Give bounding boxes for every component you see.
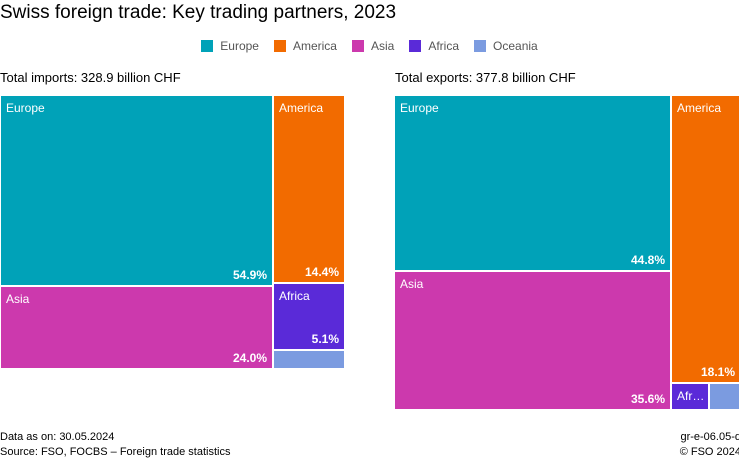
legend-label: America	[292, 39, 337, 53]
imports-tile-asia[interactable]: Asia 24.0%	[0, 286, 273, 369]
tile-label: America	[677, 101, 722, 115]
tile-label: Europe	[400, 101, 439, 115]
imports-subtitle: Total imports: 328.9 billion CHF	[0, 70, 181, 85]
imports-tile-africa[interactable]: Africa 5.1%	[273, 283, 345, 350]
tile-value-label: 5.1%	[311, 332, 339, 346]
legend-item-africa[interactable]: Africa	[409, 39, 459, 53]
legend-item-europe[interactable]: Europe	[201, 39, 259, 53]
legend-swatch	[273, 40, 286, 52]
tile-value-label: 14.4%	[304, 265, 339, 279]
exports-tile-america[interactable]: America 18.1%	[671, 95, 739, 383]
exports-tile-asia[interactable]: Asia 35.6%	[394, 271, 671, 410]
legend-item-america[interactable]: America	[273, 39, 337, 53]
graphic-code: gr-e-06.05-d	[680, 431, 739, 443]
source-note: Source: FSO, FOCBS – Foreign trade stati…	[0, 446, 231, 458]
tile-value-label: 35.6%	[630, 392, 665, 406]
tile-value-label: 24.0%	[232, 351, 267, 365]
copyright: © FSO 2024	[679, 446, 739, 458]
footer-left: Data as on: 30.05.2024 Source: FSO, FOCB…	[0, 430, 230, 460]
exports-tile-europe[interactable]: Europe 44.8%	[394, 95, 671, 271]
imports-tile-europe[interactable]: Europe 54.9%	[0, 95, 273, 286]
legend-label: Europe	[220, 39, 259, 53]
chart-title: Swiss foreign trade: Key trading partner…	[0, 2, 397, 23]
legend-item-asia[interactable]: Asia	[351, 39, 395, 53]
tile-value-label: 18.1%	[700, 365, 735, 379]
tile-label: Asia	[400, 277, 424, 291]
legend-swatch	[201, 40, 214, 52]
tile-label: Afr…	[677, 389, 705, 403]
legend: Europe America Asia Africa Oceania	[0, 39, 739, 53]
legend-swatch	[409, 40, 422, 52]
tile-label: America	[279, 101, 324, 115]
exports-subtitle: Total exports: 377.8 billion CHF	[395, 70, 576, 85]
legend-label: Oceania	[493, 39, 538, 53]
tile-value-label: 54.9%	[232, 268, 267, 282]
legend-label: Asia	[370, 39, 395, 53]
tile-value-label: 44.8%	[630, 253, 665, 267]
tile-label: Europe	[6, 101, 45, 115]
exports-tile-africa[interactable]: Afr…	[671, 383, 709, 410]
legend-label: Africa	[428, 39, 460, 53]
legend-swatch	[474, 40, 487, 52]
exports-tile-oceania[interactable]	[709, 383, 739, 410]
imports-tile-oceania[interactable]	[273, 350, 345, 369]
legend-swatch	[351, 40, 364, 52]
data-date-note: Data as on: 30.05.2024	[0, 431, 115, 443]
legend-item-oceania[interactable]: Oceania	[474, 39, 538, 53]
footer-right: gr-e-06.05-d © FSO 2024	[680, 430, 739, 460]
imports-tile-america[interactable]: America 14.4%	[273, 95, 345, 283]
tile-label: Africa	[279, 289, 310, 303]
tile-label: Asia	[6, 292, 30, 306]
